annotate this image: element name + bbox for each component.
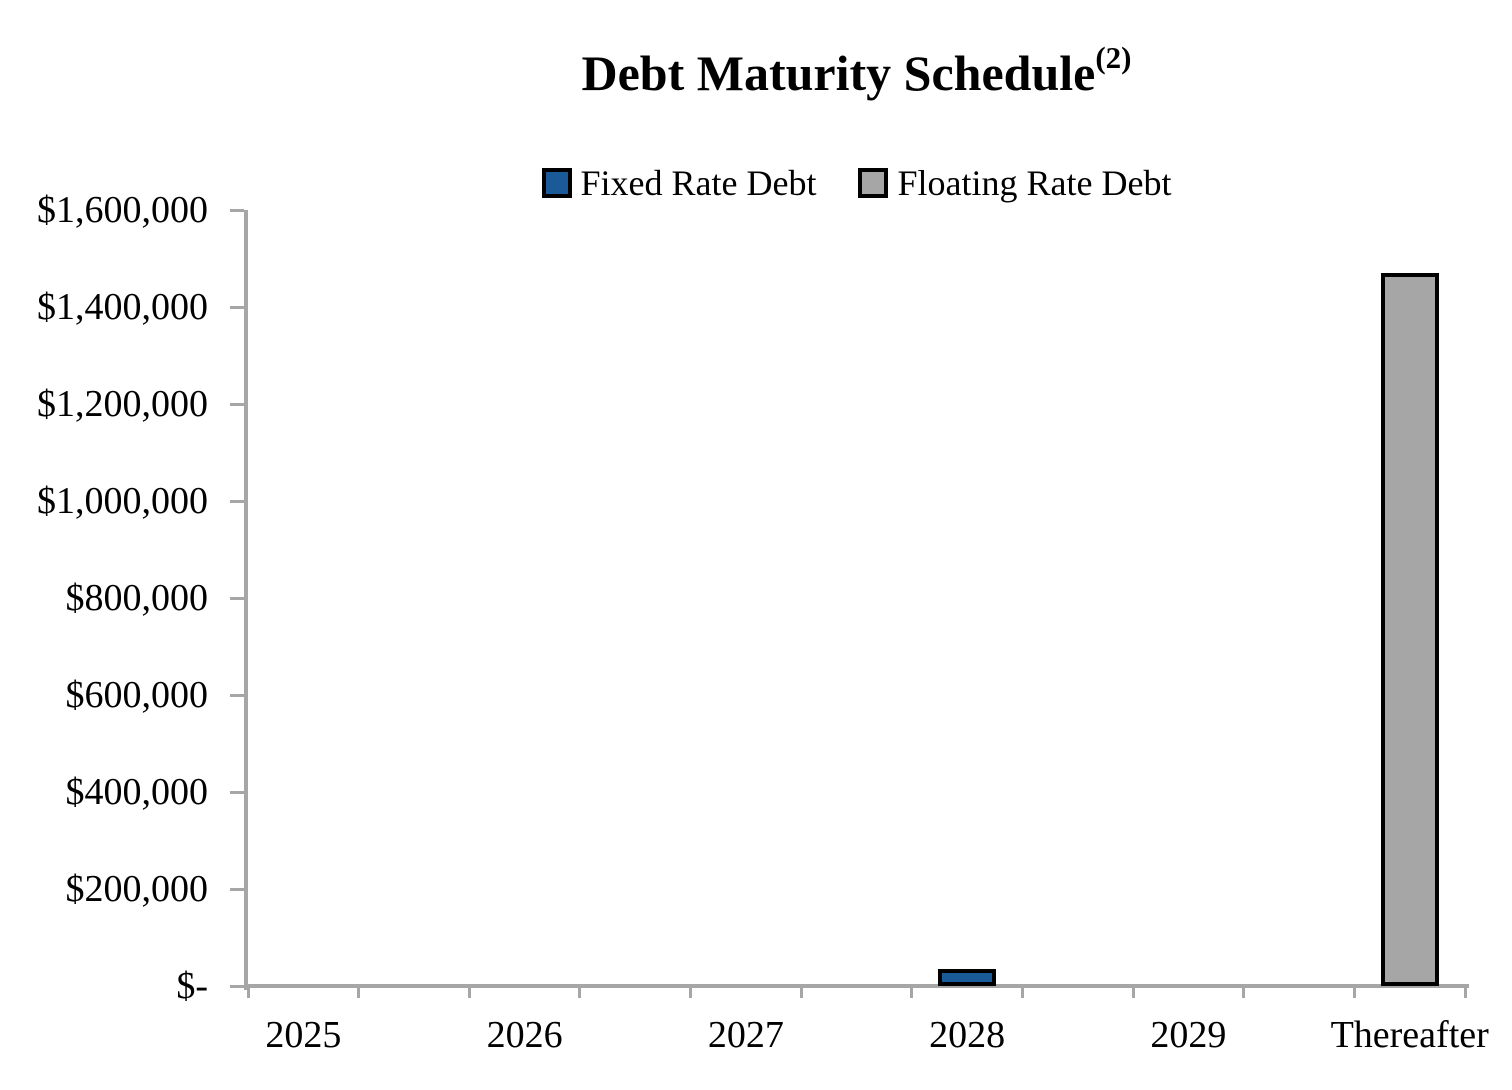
y-axis-tick xyxy=(230,693,244,697)
legend-label: Fixed Rate Debt xyxy=(580,163,817,203)
y-axis-tick xyxy=(230,499,244,503)
x-axis-category-label: Thereafter xyxy=(1330,1014,1489,1056)
x-axis-line xyxy=(244,984,1469,988)
y-axis-tick-label: $1,400,000 xyxy=(37,286,208,328)
chart-title-footnote-marker: (2) xyxy=(1095,40,1132,75)
y-axis-tick-label: $1,200,000 xyxy=(37,383,208,425)
y-axis-tick-label: $200,000 xyxy=(65,868,209,910)
legend-item: Floating Rate Debt xyxy=(858,162,1171,204)
y-axis-tick-label: $400,000 xyxy=(65,771,209,813)
x-axis-tick xyxy=(1131,986,1135,998)
y-axis-line xyxy=(244,210,248,990)
x-axis-tick xyxy=(910,986,914,998)
legend-item: Fixed Rate Debt xyxy=(541,162,817,204)
bar-floating-rate-debt-thereafter xyxy=(1380,273,1439,986)
y-axis-tick xyxy=(230,790,244,794)
y-axis-tick xyxy=(230,208,244,212)
bar-fixed-rate-debt-2028 xyxy=(938,969,997,986)
x-axis-category-label: 2028 xyxy=(929,1014,1006,1056)
x-axis-tick xyxy=(357,986,361,998)
x-axis-category-label: 2029 xyxy=(1150,1014,1227,1056)
x-axis-tick xyxy=(799,986,803,998)
y-axis-tick xyxy=(230,984,244,988)
x-axis-tick xyxy=(467,986,471,998)
y-axis-tick-label: $600,000 xyxy=(65,674,209,716)
y-axis-tick xyxy=(230,305,244,309)
x-axis-category-label: 2027 xyxy=(707,1014,784,1056)
y-axis-tick-label: $800,000 xyxy=(65,577,209,619)
x-axis-tick xyxy=(1463,986,1467,998)
legend-swatch-floating-rate xyxy=(858,168,889,198)
x-axis-tick xyxy=(689,986,693,998)
y-axis-tick-label: $1,600,000 xyxy=(37,189,208,231)
legend: Fixed Rate Debt Floating Rate Debt xyxy=(248,162,1465,204)
y-axis-tick xyxy=(230,596,244,600)
y-axis-tick xyxy=(230,402,244,406)
x-axis-tick xyxy=(1242,986,1246,998)
x-axis-category-label: 2026 xyxy=(486,1014,563,1056)
chart-title: Debt Maturity Schedule(2) xyxy=(248,40,1465,102)
y-axis-tick-label: $1,000,000 xyxy=(37,480,208,522)
x-axis-tick xyxy=(1352,986,1356,998)
y-axis-tick xyxy=(230,887,244,891)
x-axis-category-label: 2025 xyxy=(265,1014,342,1056)
legend-swatch-fixed-rate xyxy=(541,168,572,198)
x-axis-tick xyxy=(1020,986,1024,998)
plot-area xyxy=(248,210,1465,986)
legend-label: Floating Rate Debt xyxy=(897,163,1172,203)
x-axis-tick xyxy=(246,986,250,998)
chart-title-text: Debt Maturity Schedule xyxy=(581,45,1096,101)
y-axis-tick-label: $- xyxy=(176,965,208,1007)
x-axis-tick xyxy=(578,986,582,998)
